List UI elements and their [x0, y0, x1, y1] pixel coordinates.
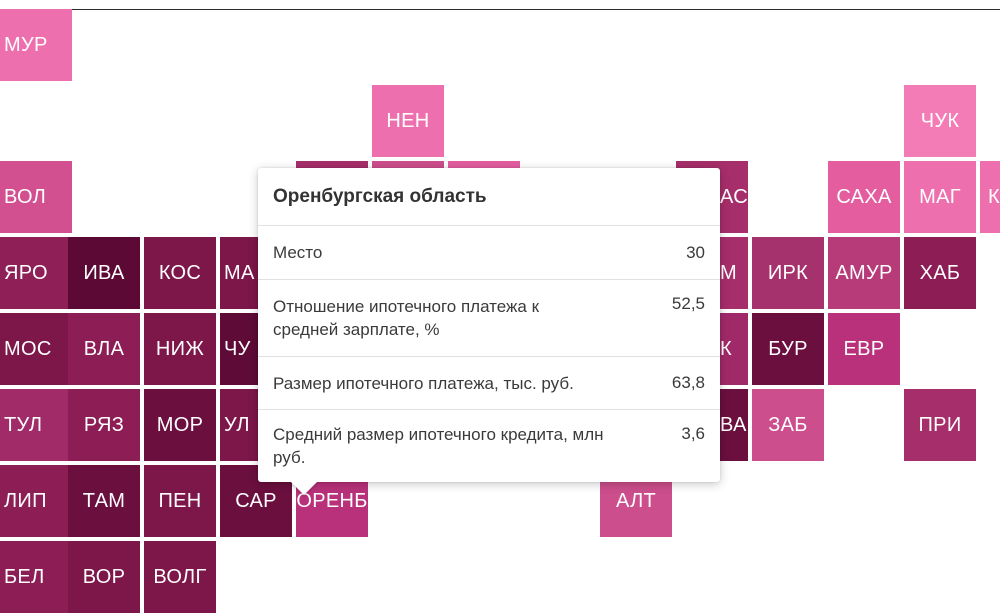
region-tile-bel[interactable]: БЕЛ [0, 541, 72, 613]
region-tile-bur[interactable]: БУР [752, 313, 824, 385]
region-tile-amur[interactable]: АМУР [828, 237, 900, 309]
region-tile-lip[interactable]: ЛИП [0, 465, 72, 537]
tooltip-row-rank: Место 30 [258, 226, 720, 280]
region-tile-tul[interactable]: ТУЛ [0, 389, 72, 461]
region-tile-ryaz[interactable]: РЯЗ [68, 389, 140, 461]
tooltip-pointer [290, 481, 318, 495]
region-tile-mur[interactable]: МУР [0, 9, 72, 81]
top-border-line [0, 9, 1000, 10]
tooltip-row-ratio: Отношение ипотечного платежа к средней з… [258, 280, 720, 357]
tooltip-label: Отношение ипотечного платежа к средней з… [273, 297, 540, 339]
tooltip-title: Оренбургская область [258, 168, 720, 226]
tooltip-label: Размер ипотечного платежа, тыс. руб. [273, 373, 574, 393]
region-tile-mos[interactable]: МОС [0, 313, 72, 385]
region-tile-pri[interactable]: ПРИ [904, 389, 976, 461]
region-tile-vla[interactable]: ВЛА [68, 313, 140, 385]
region-tile-iva[interactable]: ИВА [68, 237, 140, 309]
region-tile-irk[interactable]: ИРК [752, 237, 824, 309]
region-tile-kos[interactable]: КОС [144, 237, 216, 309]
tooltip-label: Средний размер ипотечного кредита, млн р… [273, 425, 604, 467]
region-tooltip: Оренбургская область Место 30 Отношение … [258, 168, 720, 482]
tooltip-row-credit: Средний размер ипотечного кредита, млн р… [258, 410, 720, 482]
region-tile-mor[interactable]: МОР [144, 389, 216, 461]
region-tile-chuk[interactable]: ЧУК [904, 85, 976, 157]
tooltip-value: 30 [686, 242, 705, 262]
tooltip-value: 63,8 [671, 373, 705, 392]
region-tile-vor[interactable]: ВОР [68, 541, 140, 613]
tooltip-row-payment: Размер ипотечного платежа, тыс. руб. 63,… [258, 357, 720, 410]
tooltip-value: 52,5 [671, 294, 705, 313]
region-tile-nizh[interactable]: НИЖ [144, 313, 216, 385]
tooltip-value: 3,6 [681, 424, 705, 443]
region-tile-volg[interactable]: ВОЛГ [144, 541, 216, 613]
region-tile-nen[interactable]: НЕН [372, 85, 444, 157]
region-tile-tam[interactable]: ТАМ [68, 465, 140, 537]
region-tile-mag[interactable]: МАГ [904, 161, 976, 233]
region-tile-evr[interactable]: ЕВР [828, 313, 900, 385]
region-tile-kam[interactable]: К [980, 161, 1000, 233]
region-tile-yaro[interactable]: ЯРО [0, 237, 72, 309]
tooltip-label: Место [273, 243, 323, 262]
region-tile-zab[interactable]: ЗАБ [752, 389, 824, 461]
region-tile-vol[interactable]: ВОЛ [0, 161, 72, 233]
region-tile-sakha[interactable]: САХА [828, 161, 900, 233]
region-tile-pen[interactable]: ПЕН [144, 465, 216, 537]
region-tile-khab[interactable]: ХАБ [904, 237, 976, 309]
